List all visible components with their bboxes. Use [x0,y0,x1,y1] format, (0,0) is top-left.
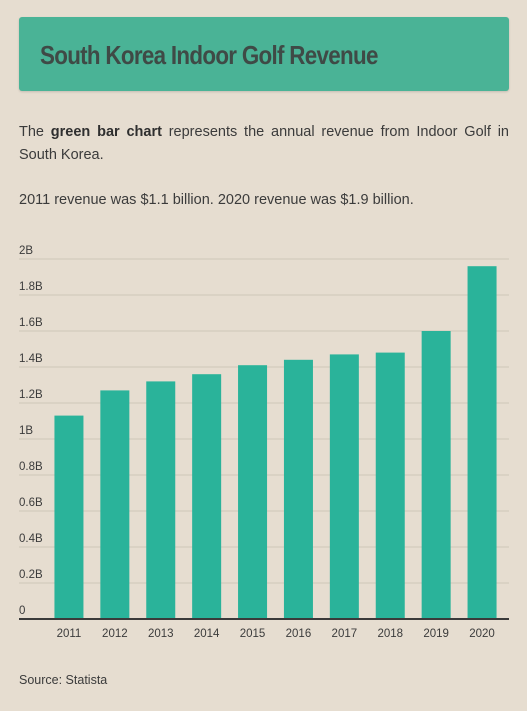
x-tick-label: 2014 [194,628,220,640]
y-axis-ticks: 0 0.2B 0.4B 0.6B 0.8B 1B 1.2B 1.4B 1.6B 1.8B 2B [19,245,43,617]
x-tick-label: 2011 [57,628,82,640]
bar-2011 [54,415,84,619]
y-tick-label: 1.2B [19,389,43,401]
bar-2017 [329,354,359,619]
description-suffix: represents the annual revenue from Indoo… [19,124,509,163]
bar-2014 [192,374,222,619]
y-tick-label: 1.4B [19,353,43,365]
x-tick-label: 2020 [469,628,495,640]
y-tick-label: 0.2B [19,569,43,581]
x-axis-ticks: 2011 2012 2013 2014 2015 2016 2017 2018 2019 2020 [57,628,495,640]
y-tick-label: 1.6B [19,317,43,329]
chart-description: The green bar chart represents the annua… [19,121,509,167]
revenue-summary: 2011 revenue was $1.1 billion. 2020 reve… [19,192,414,208]
y-tick-label: 0 [19,605,25,617]
y-tick-label: 2B [19,245,33,257]
y-tick-label: 1B [19,425,33,437]
bar-2012 [100,390,130,619]
y-tick-label: 1.8B [19,281,43,293]
x-tick-label: 2016 [286,628,312,640]
bar-2015 [238,365,268,619]
bar-2016 [283,359,313,619]
x-tick-label: 2013 [148,628,174,640]
x-tick-label: 2015 [240,628,266,640]
description-highlight: green bar chart [50,124,162,140]
x-tick-label: 2018 [377,628,403,640]
y-tick-label: 0.6B [19,497,43,509]
y-tick-label: 0.4B [19,533,43,545]
bar-2020 [467,266,497,619]
description-prefix: The [19,124,51,140]
source-note: Source: Statista [19,673,108,687]
x-tick-label: 2017 [332,628,358,640]
y-tick-label: 0.8B [19,461,43,473]
x-tick-label: 2019 [423,628,449,640]
bars [54,266,497,619]
title-banner: South Korea Indoor Golf Revenue [19,17,509,91]
bar-2018 [375,352,405,619]
x-tick-label: 2012 [102,628,128,640]
page-title: South Korea Indoor Golf Revenue [40,40,378,70]
bar-2019 [421,331,451,619]
bar-2013 [146,381,176,619]
